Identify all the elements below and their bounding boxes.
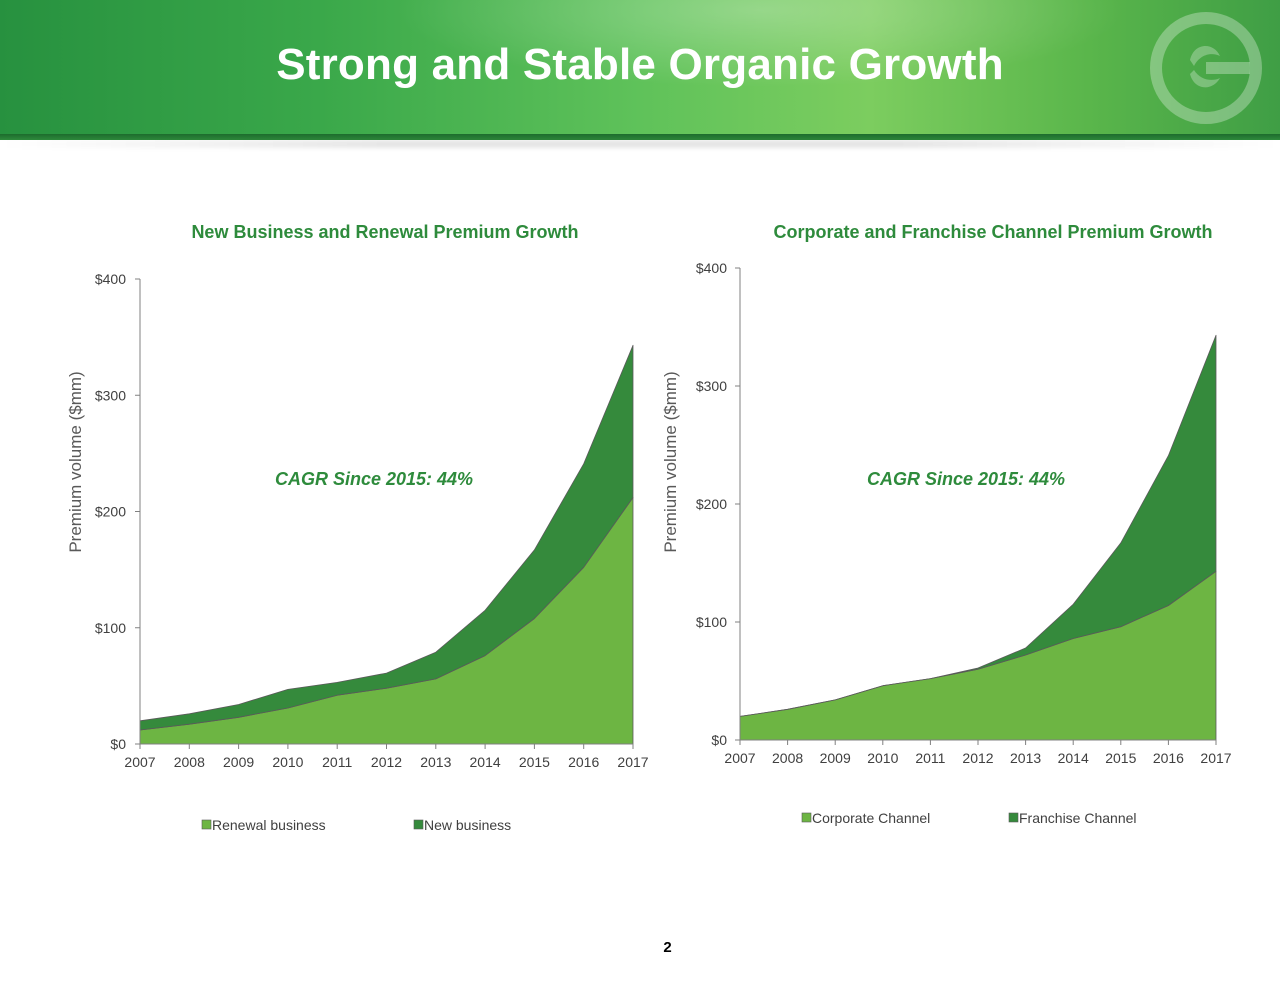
y-tick-label: $0 xyxy=(110,736,126,752)
x-tick-label: 2012 xyxy=(371,754,402,770)
y-tick-label: $100 xyxy=(95,620,126,636)
y-tick-label: $0 xyxy=(711,732,727,748)
banner-rule xyxy=(0,134,1280,140)
x-tick-label: 2013 xyxy=(420,754,451,770)
chart-title: Corporate and Franchise Channel Premium … xyxy=(773,222,1212,242)
x-tick-label: 2012 xyxy=(962,750,993,766)
area-series-franchise-channel xyxy=(739,334,1217,717)
chart-new-vs-renewal: New Business and Renewal Premium Growth … xyxy=(66,222,649,833)
legend-label-new: New business xyxy=(424,817,511,833)
legend-label-corporate: Corporate Channel xyxy=(812,810,930,826)
banner-shadow xyxy=(0,140,1280,148)
x-tick-label: 2016 xyxy=(568,754,599,770)
x-tick-label: 2009 xyxy=(820,750,851,766)
x-tick-label: 2011 xyxy=(322,754,352,770)
chart-corporate-vs-franchise: Corporate and Franchise Channel Premium … xyxy=(661,222,1232,826)
legend: Corporate Channel Franchise Channel xyxy=(801,810,1137,826)
legend-swatch-new xyxy=(413,819,424,830)
y-tick-label: $200 xyxy=(95,504,126,520)
x-tick-label: 2016 xyxy=(1153,750,1184,766)
legend-label-franchise: Franchise Channel xyxy=(1019,810,1137,826)
header-banner: Strong and Stable Organic Growth xyxy=(0,0,1280,140)
banner-highlight xyxy=(0,0,1280,140)
x-tick-label: 2015 xyxy=(1105,750,1136,766)
legend-swatch-renewal xyxy=(201,819,212,830)
y-axis-label: Premium volume ($mm) xyxy=(66,371,85,552)
x-tick-label: 2008 xyxy=(772,750,803,766)
y-tick-label: $300 xyxy=(95,387,126,403)
x-tick-label: 2007 xyxy=(124,754,155,770)
x-tick-label: 2011 xyxy=(915,750,945,766)
y-tick-label: $400 xyxy=(95,271,126,287)
x-tick-label: 2010 xyxy=(272,754,303,770)
x-tick-label: 2014 xyxy=(470,754,501,770)
area-series-new-business xyxy=(139,344,634,731)
x-tick-label: 2017 xyxy=(1200,750,1231,766)
y-tick-label: $200 xyxy=(696,496,727,512)
y-tick-label: $100 xyxy=(696,614,727,630)
x-tick-label: 2014 xyxy=(1058,750,1089,766)
y-tick-label: $400 xyxy=(696,260,727,276)
company-logo-icon xyxy=(1150,12,1262,124)
y-tick-label: $300 xyxy=(696,378,727,394)
legend-label-renewal: Renewal business xyxy=(212,817,326,833)
plot-area: $0 $100 $200 $300 $400 2007 2008 2009 2010 2011 20… xyxy=(696,260,1232,766)
x-tick-label: 2013 xyxy=(1010,750,1041,766)
cagr-annotation: CAGR Since 2015: 44% xyxy=(867,469,1065,489)
legend-swatch-corporate xyxy=(801,812,812,823)
x-tick-label: 2015 xyxy=(519,754,550,770)
x-tick-label: 2008 xyxy=(174,754,205,770)
plot-area: $0 $100 $200 $300 $400 2007 2008 2009 2010 2011 20… xyxy=(95,271,649,770)
x-tick-label: 2009 xyxy=(223,754,254,770)
legend-swatch-franchise xyxy=(1008,812,1019,823)
cagr-annotation: CAGR Since 2015: 44% xyxy=(275,469,473,489)
page-number: 2 xyxy=(663,939,672,956)
x-tick-label: 2017 xyxy=(617,754,648,770)
x-tick-label: 2010 xyxy=(867,750,898,766)
y-axis-label: Premium volume ($mm) xyxy=(661,371,680,552)
page-title: Strong and Stable Organic Growth xyxy=(276,40,1004,89)
chart-title: New Business and Renewal Premium Growth xyxy=(191,222,578,242)
legend: Renewal business New business xyxy=(201,817,511,833)
x-tick-label: 2007 xyxy=(724,750,755,766)
